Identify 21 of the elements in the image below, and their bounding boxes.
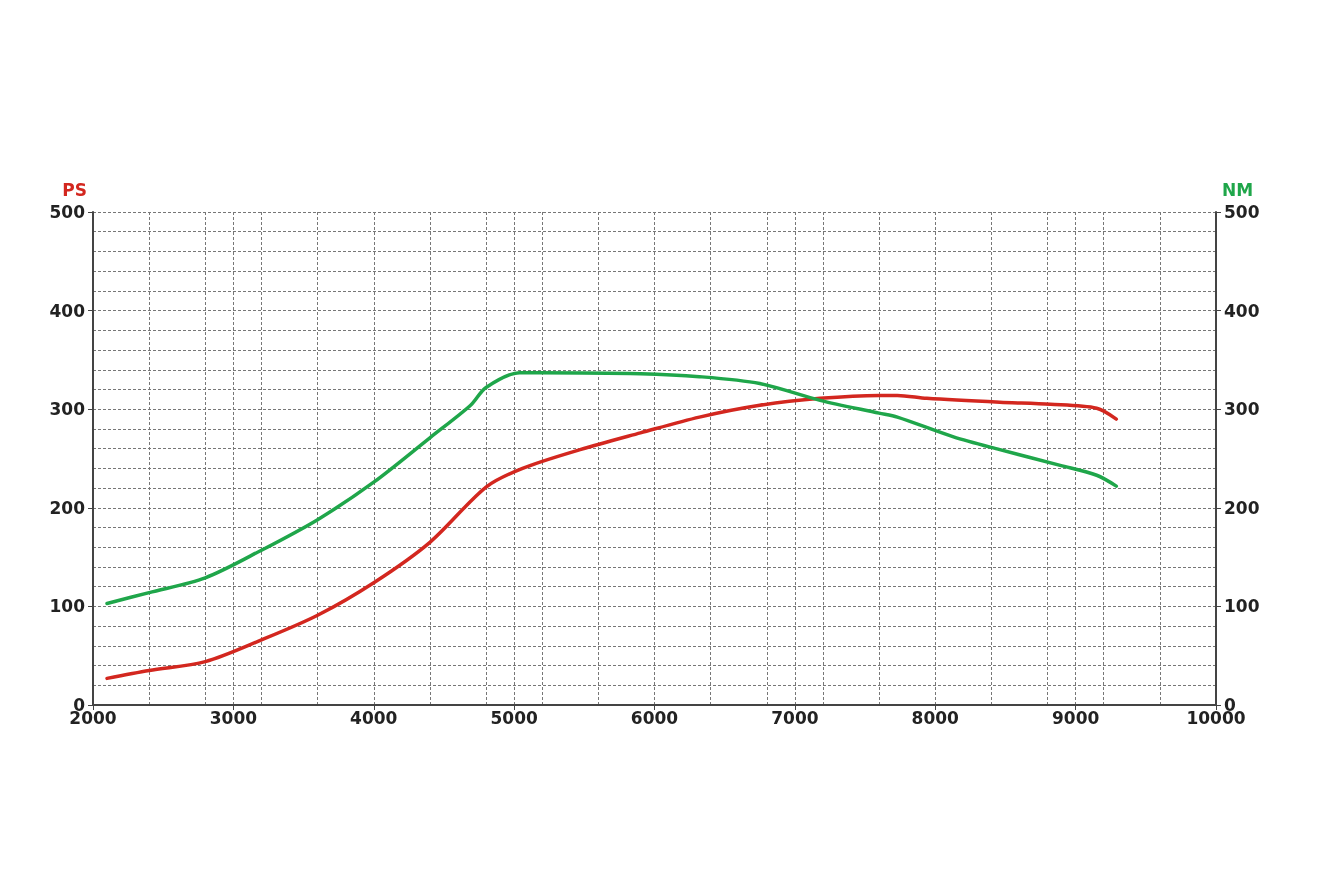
y2-tick-label: 100 [1224, 596, 1260, 617]
x-tick-label: 8000 [911, 707, 960, 728]
y2-axis-title: NM [1222, 179, 1254, 200]
y2-tick-label: 200 [1224, 497, 1260, 518]
y-tick-label: 100 [49, 596, 86, 617]
line-series [105, 393, 1119, 681]
x-tick-label: 4000 [350, 707, 398, 728]
y2-tick-label: 300 [1224, 399, 1260, 420]
y2-tick-label: 500 [1224, 202, 1260, 222]
y2-tick-label: 400 [1224, 300, 1260, 321]
x-tick-label: 6000 [630, 707, 679, 728]
x-tick-label: 7000 [771, 707, 819, 728]
x-tick-label: 3000 [209, 707, 258, 728]
line-series [105, 370, 1119, 606]
y-tick-label: 400 [49, 300, 86, 321]
y-tick-label: 500 [49, 202, 86, 222]
x-tick-label: 9000 [1051, 707, 1100, 728]
x-tick-label: 5000 [490, 707, 538, 728]
y-tick-label: 300 [49, 399, 86, 420]
y-tick-label: 200 [49, 497, 86, 518]
y-axis-title: PS [62, 179, 87, 200]
